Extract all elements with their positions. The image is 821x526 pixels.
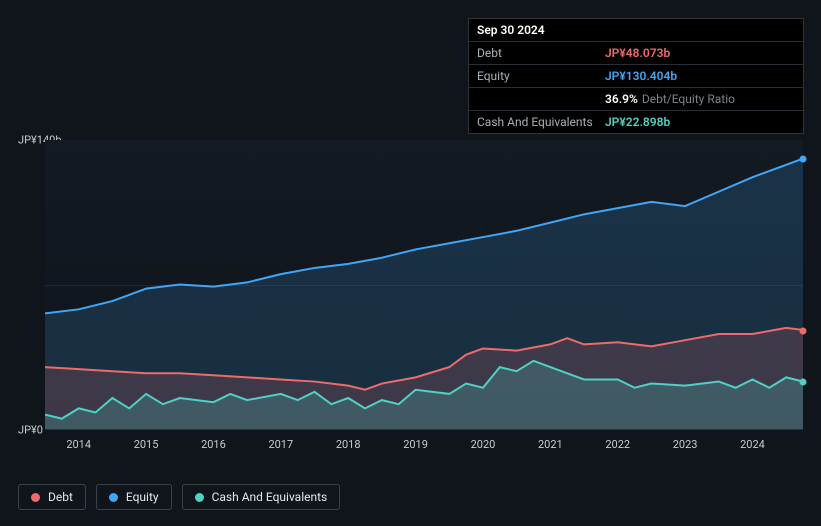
tooltip-row-cash: Cash And Equivalents JP¥22.898b [469,111,803,133]
y-axis-label-min: JP¥0 [18,424,43,437]
x-axis-label: 2018 [336,438,361,451]
legend-item-equity[interactable]: Equity [96,484,172,510]
legend-dot-debt [31,493,40,502]
legend-dot-equity [109,493,118,502]
chart-svg [45,140,803,429]
chart-area: JP¥140b JP¥0 201420152016201720182019202… [18,140,803,445]
end-dot-debt [800,327,807,334]
tooltip-ratio-label [477,92,605,106]
tooltip-cash-value: JP¥22.898b [605,115,670,129]
x-axis-label: 2022 [605,438,630,451]
tooltip-ratio-value: 36.9% [605,92,638,106]
tooltip-debt-label: Debt [477,46,605,60]
tooltip-equity-value: JP¥130.404b [605,69,677,83]
tooltip-row-equity: Equity JP¥130.404b [469,65,803,88]
tooltip-debt-value: JP¥48.073b [605,46,670,60]
legend-item-cash[interactable]: Cash And Equivalents [182,484,341,510]
tooltip-date: Sep 30 2024 [469,19,803,42]
tooltip-cash-label: Cash And Equivalents [477,115,605,129]
legend-label-debt: Debt [48,490,73,504]
legend-dot-cash [195,493,204,502]
x-axis-label: 2023 [673,438,698,451]
x-axis-label: 2021 [538,438,563,451]
end-dot-equity [800,155,807,162]
tooltip-row-ratio: 36.9% Debt/Equity Ratio [469,88,803,111]
tooltip-date-text: Sep 30 2024 [477,23,545,37]
tooltip-equity-label: Equity [477,69,605,83]
legend-item-debt[interactable]: Debt [18,484,86,510]
chart-plot[interactable]: 2014201520162017201820192020202120222023… [45,140,803,430]
legend-label-equity: Equity [126,490,159,504]
x-axis-label: 2024 [740,438,765,451]
x-axis-label: 2014 [66,438,91,451]
x-axis-label: 2017 [268,438,293,451]
tooltip-row-debt: Debt JP¥48.073b [469,42,803,65]
chart-legend: Debt Equity Cash And Equivalents [18,484,340,510]
x-axis-label: 2019 [403,438,428,451]
x-axis-label: 2020 [471,438,496,451]
chart-tooltip: Sep 30 2024 Debt JP¥48.073b Equity JP¥13… [468,18,804,134]
legend-label-cash: Cash And Equivalents [212,490,328,504]
end-dot-cash [800,379,807,386]
x-axis-label: 2015 [134,438,159,451]
tooltip-ratio-wrap: 36.9% Debt/Equity Ratio [605,92,735,106]
tooltip-ratio-suffix: Debt/Equity Ratio [642,92,735,106]
x-axis-label: 2016 [201,438,226,451]
